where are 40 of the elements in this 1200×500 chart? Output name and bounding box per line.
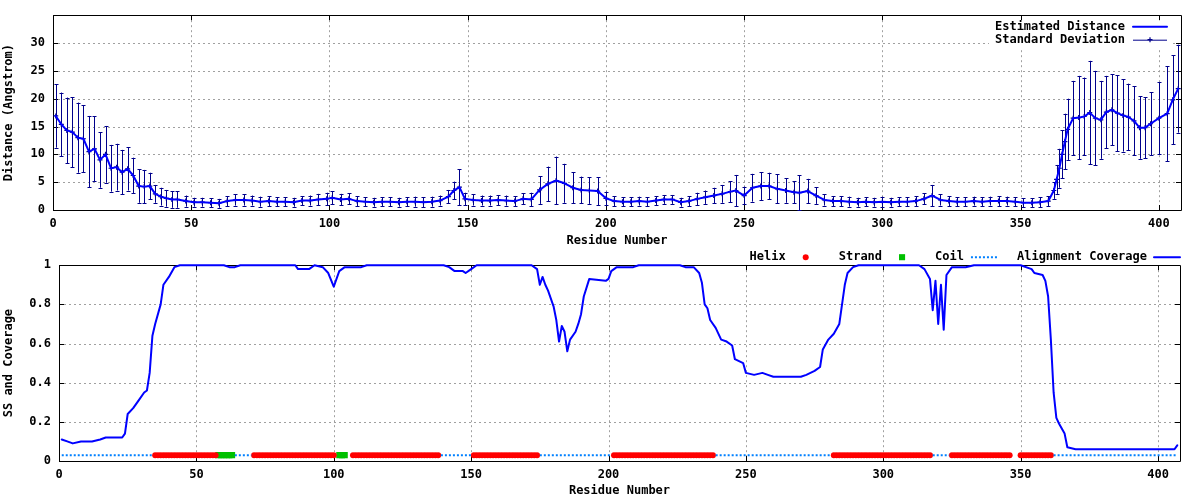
y-tick-label: 5 — [37, 174, 45, 189]
x-tick-label: 300 — [871, 216, 894, 231]
x-axis-title: Residue Number — [566, 232, 668, 247]
legend-label: Coil — [935, 249, 964, 264]
x-tick-label: 250 — [733, 216, 756, 231]
x-tick-label: 350 — [1009, 216, 1032, 231]
y-axis-title: SS and Coverage — [1, 308, 16, 418]
y-axis-title: Distance (Angstrom) — [1, 43, 16, 182]
x-tick-label: 400 — [1148, 216, 1170, 231]
x-tick-label: 100 — [318, 216, 341, 231]
x-tick-label: 250 — [735, 467, 757, 482]
legend-label: Strand — [838, 249, 883, 264]
legend-label: Estimated Distance — [994, 18, 1125, 33]
y-tick-label: 10 — [30, 146, 45, 161]
x-tick-label: 0 — [55, 467, 63, 482]
y-tick-label: 20 — [30, 90, 45, 105]
y-tick-label: 0 — [37, 202, 45, 217]
x-axis-title: Residue Number — [568, 482, 671, 497]
x-tick-label: 150 — [456, 216, 479, 231]
y-tick-label: 0.6 — [29, 335, 51, 350]
x-tick-label: 50 — [189, 467, 204, 482]
x-tick-label: 50 — [184, 216, 199, 231]
x-tick-label: 400 — [1147, 467, 1169, 482]
legend-label: Standard Deviation — [994, 31, 1125, 46]
y-tick-label: 0.4 — [29, 374, 51, 389]
x-tick-label: 350 — [1009, 467, 1032, 482]
x-tick-label: 100 — [322, 467, 345, 482]
legend-label: Alignment Coverage — [1016, 249, 1147, 264]
legend-label: Helix — [749, 249, 786, 264]
y-tick-label: 0.2 — [29, 413, 51, 428]
y-tick-label: 30 — [30, 35, 45, 50]
x-tick-label: 150 — [460, 467, 482, 482]
y-tick-label: 0.8 — [29, 296, 51, 311]
y-tick-label: 25 — [30, 62, 45, 77]
y-tick-label: 1 — [43, 257, 51, 272]
x-tick-label: 200 — [597, 467, 620, 482]
y-tick-label: 15 — [30, 118, 45, 133]
x-tick-label: 300 — [872, 467, 895, 482]
y-tick-label: 0 — [43, 453, 51, 468]
x-tick-label: 200 — [595, 216, 617, 231]
